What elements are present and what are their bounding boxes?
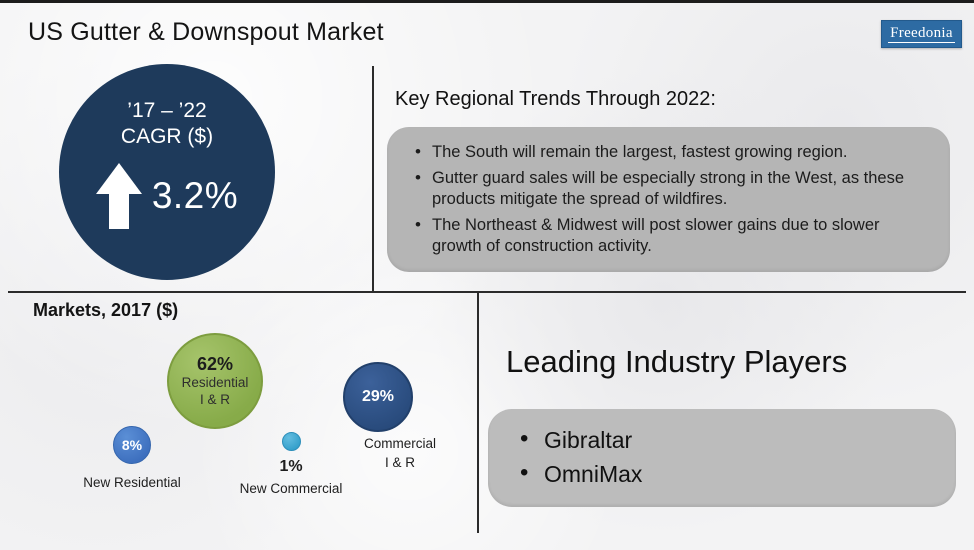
- players-box: Gibraltar OmniMax: [488, 409, 956, 507]
- bubble-residential-ir-label-line1: Residential: [181, 374, 249, 390]
- bubble-residential-ir-value: 62%: [196, 353, 234, 374]
- trends-list: The South will remain the largest, faste…: [413, 141, 926, 258]
- top-border-rule: [0, 0, 974, 3]
- trends-bullet: The Northeast & Midwest will post slower…: [413, 214, 926, 257]
- page-title: US Gutter & Downspout Market: [28, 18, 384, 46]
- cagr-period: ’17 – ’22: [127, 99, 207, 122]
- players-heading: Leading Industry Players: [506, 344, 848, 379]
- trends-heading: Key Regional Trends Through 2022:: [395, 88, 716, 110]
- up-arrow-icon: [95, 162, 142, 229]
- label-commercial-ir-line1: Commercial: [363, 436, 436, 451]
- player-item: OmniMax: [518, 458, 936, 489]
- bubble-new-residential: 8%: [113, 426, 151, 464]
- freedonia-logo: Freedonia: [881, 20, 962, 48]
- players-list: Gibraltar OmniMax: [518, 424, 936, 490]
- label-new-commercial: New Commercial: [239, 481, 343, 496]
- cagr-value-row: 3.2%: [95, 162, 239, 229]
- bubble-residential-ir-label-line2: I & R: [199, 391, 230, 407]
- trends-bullet: The South will remain the largest, faste…: [413, 141, 926, 163]
- trends-bullet: Gutter guard sales will be especially st…: [413, 167, 926, 210]
- bubble-new-commercial: [282, 432, 301, 451]
- player-item: Gibraltar: [518, 424, 936, 455]
- label-new-commercial-value: 1%: [279, 458, 303, 475]
- freedonia-logo-text: Freedonia: [888, 25, 955, 44]
- cagr-stat-circle: ’17 – ’22 CAGR ($) 3.2%: [59, 64, 275, 280]
- bubble-new-residential-value: 8%: [121, 437, 143, 453]
- cagr-label: CAGR ($): [120, 125, 214, 149]
- divider-horizontal: [8, 291, 966, 293]
- bubble-commercial-ir-value: 29%: [361, 388, 395, 405]
- cagr-value: 3.2%: [151, 174, 239, 216]
- divider-vertical-bottom: [477, 293, 479, 533]
- markets-heading: Markets, 2017 ($): [33, 300, 179, 320]
- bubble-commercial-ir: 29%: [343, 362, 413, 432]
- bubble-residential-ir: 62% Residential I & R: [167, 333, 263, 429]
- trends-box: The South will remain the largest, faste…: [387, 127, 950, 272]
- label-commercial-ir-line2: I & R: [384, 455, 415, 470]
- label-new-residential: New Residential: [83, 475, 181, 490]
- divider-vertical-top: [372, 66, 374, 291]
